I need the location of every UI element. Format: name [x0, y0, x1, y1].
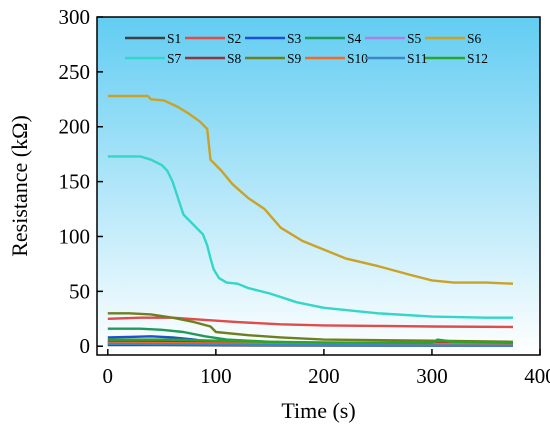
axis-ticks: 0 100 200 300 400 0 50 100 150 200 250 300 — [59, 5, 550, 388]
x-tick-label: 400 — [524, 364, 550, 388]
legend-label-s8: S8 — [227, 51, 242, 66]
legend: S1 S2 S3 S4 S5 S6 S7 S8 S9 S10 S11 S12 — [125, 31, 488, 66]
series-line-s2 — [107, 316, 514, 329]
y-tick-label: 0 — [80, 334, 91, 358]
x-tick-label: 0 — [103, 364, 114, 388]
legend-label-s6: S6 — [467, 31, 482, 46]
legend-label-s2: S2 — [227, 31, 241, 46]
series-line-s6 — [107, 94, 514, 285]
y-tick-label: 250 — [59, 60, 91, 84]
y-tick-label: 200 — [59, 115, 91, 139]
series-line-s9 — [107, 312, 514, 343]
legend-label-s3: S3 — [287, 31, 302, 46]
y-tick-label: 150 — [59, 170, 91, 194]
x-tick-label: 200 — [308, 364, 340, 388]
y-axis-title: Resistance (kΩ) — [7, 115, 32, 257]
legend-label-s1: S1 — [167, 31, 181, 46]
series-line-s12 — [107, 338, 514, 345]
legend-label-s4: S4 — [347, 31, 362, 46]
legend-label-s7: S7 — [167, 51, 182, 66]
x-axis-title: Time (s) — [281, 398, 355, 423]
legend-label-s11: S11 — [407, 51, 428, 66]
plot-area — [97, 17, 540, 355]
legend-label-s9: S9 — [287, 51, 302, 66]
y-tick-label: 50 — [69, 279, 90, 303]
y-tick-label: 300 — [59, 5, 91, 29]
x-tick-label: 300 — [416, 364, 448, 388]
legend-label-s5: S5 — [407, 31, 422, 46]
legend-label-s10: S10 — [347, 51, 368, 66]
series-line-s11 — [107, 342, 514, 347]
y-tick-label: 100 — [59, 224, 91, 248]
plot-frame — [96, 16, 541, 356]
series-lines — [107, 94, 514, 347]
series-line-s7 — [107, 155, 513, 319]
legend-label-s12: S12 — [467, 51, 488, 66]
x-tick-label: 100 — [200, 364, 232, 388]
